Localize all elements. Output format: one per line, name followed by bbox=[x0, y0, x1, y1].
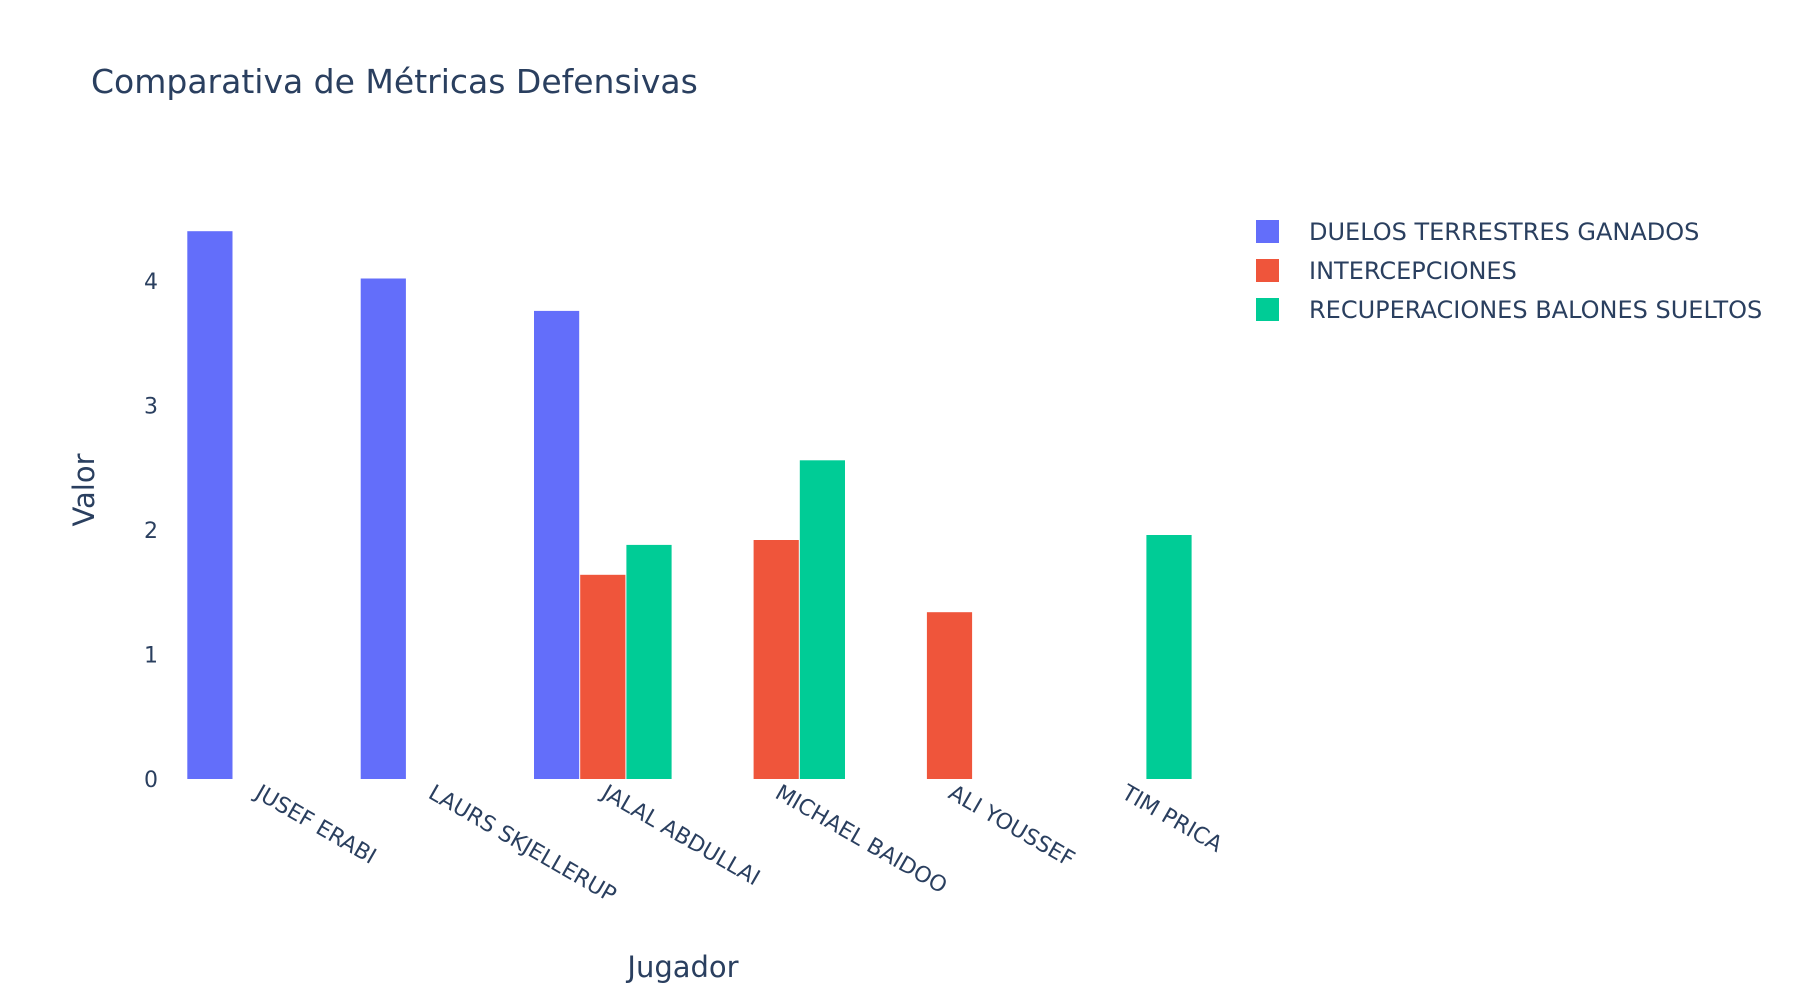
y-tick-label: 4 bbox=[144, 270, 158, 295]
x-tick-label: TIM PRICA bbox=[1116, 780, 1226, 858]
bar-2-2[interactable] bbox=[626, 544, 672, 779]
legend-label: RECUPERACIONES BALONES SUELTOS bbox=[1309, 295, 1763, 324]
y-axis-label: Valor bbox=[67, 453, 101, 526]
legend-item[interactable]: INTERCEPCIONES bbox=[1256, 251, 1762, 290]
bar-0-1[interactable] bbox=[360, 278, 406, 780]
bar-1-2[interactable] bbox=[580, 574, 626, 779]
bar-1-4[interactable] bbox=[926, 612, 973, 779]
bars bbox=[187, 231, 1192, 780]
legend-swatch bbox=[1256, 298, 1279, 321]
legend-item[interactable]: RECUPERACIONES BALONES SUELTOS bbox=[1256, 290, 1762, 329]
x-tick-label: JALAL ABDULLAI bbox=[596, 780, 764, 892]
y-tick-label: 1 bbox=[144, 644, 158, 669]
bar-2-5[interactable] bbox=[1146, 535, 1192, 779]
y-tick-label: 0 bbox=[144, 768, 158, 793]
y-tick-label: 3 bbox=[144, 395, 158, 420]
bar-0-0[interactable] bbox=[187, 231, 233, 779]
x-tick-label: JUSEF ERABI bbox=[249, 780, 380, 870]
legend-label: INTERCEPCIONES bbox=[1309, 256, 1517, 285]
bar-1-3[interactable] bbox=[753, 540, 799, 779]
x-tick-label: LAURS SKJELLERUP bbox=[424, 781, 620, 909]
bar-2-3[interactable] bbox=[799, 460, 845, 779]
legend-swatch bbox=[1256, 259, 1279, 282]
chart-title: Comparativa de Métricas Defensivas bbox=[91, 62, 698, 101]
legend: DUELOS TERRESTRES GANADOS INTERCEPCIONES R… bbox=[1256, 212, 1762, 329]
x-tick-label: ALI YOUSSEF bbox=[944, 781, 1079, 873]
x-axis-label: Jugador bbox=[625, 950, 738, 984]
y-tick-label: 2 bbox=[144, 519, 158, 544]
legend-swatch bbox=[1256, 220, 1279, 243]
bar-0-2[interactable] bbox=[534, 310, 580, 779]
legend-label: DUELOS TERRESTRES GANADOS bbox=[1309, 217, 1700, 246]
y-axis-ticks: 0 1 2 3 4 bbox=[144, 270, 158, 793]
legend-item[interactable]: DUELOS TERRESTRES GANADOS bbox=[1256, 212, 1762, 251]
x-tick-label: MICHAEL BAIDOO bbox=[771, 781, 951, 900]
